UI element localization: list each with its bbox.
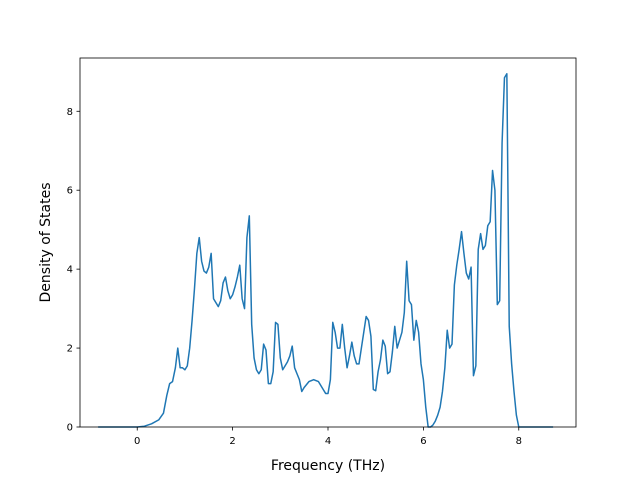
y-axis-ticks: 0 2 4 6 8 xyxy=(67,107,80,434)
x-tick-label: 6 xyxy=(420,436,426,447)
y-tick-label: 8 xyxy=(67,107,73,118)
x-tick-label: 2 xyxy=(229,436,235,447)
y-tick-label: 0 xyxy=(67,423,73,434)
x-tick-label: 4 xyxy=(325,436,331,447)
y-tick-label: 4 xyxy=(67,265,73,276)
dos-series-line xyxy=(98,73,554,428)
x-tick-label: 8 xyxy=(516,436,522,447)
y-axis-label: Density of States xyxy=(38,183,54,303)
x-axis-ticks: 0 2 4 6 8 xyxy=(134,427,522,447)
y-tick-label: 6 xyxy=(67,186,73,197)
x-axis-label: Frequency (THz) xyxy=(271,458,385,474)
y-tick-label: 2 xyxy=(67,344,73,355)
x-tick-label: 0 xyxy=(134,436,140,447)
